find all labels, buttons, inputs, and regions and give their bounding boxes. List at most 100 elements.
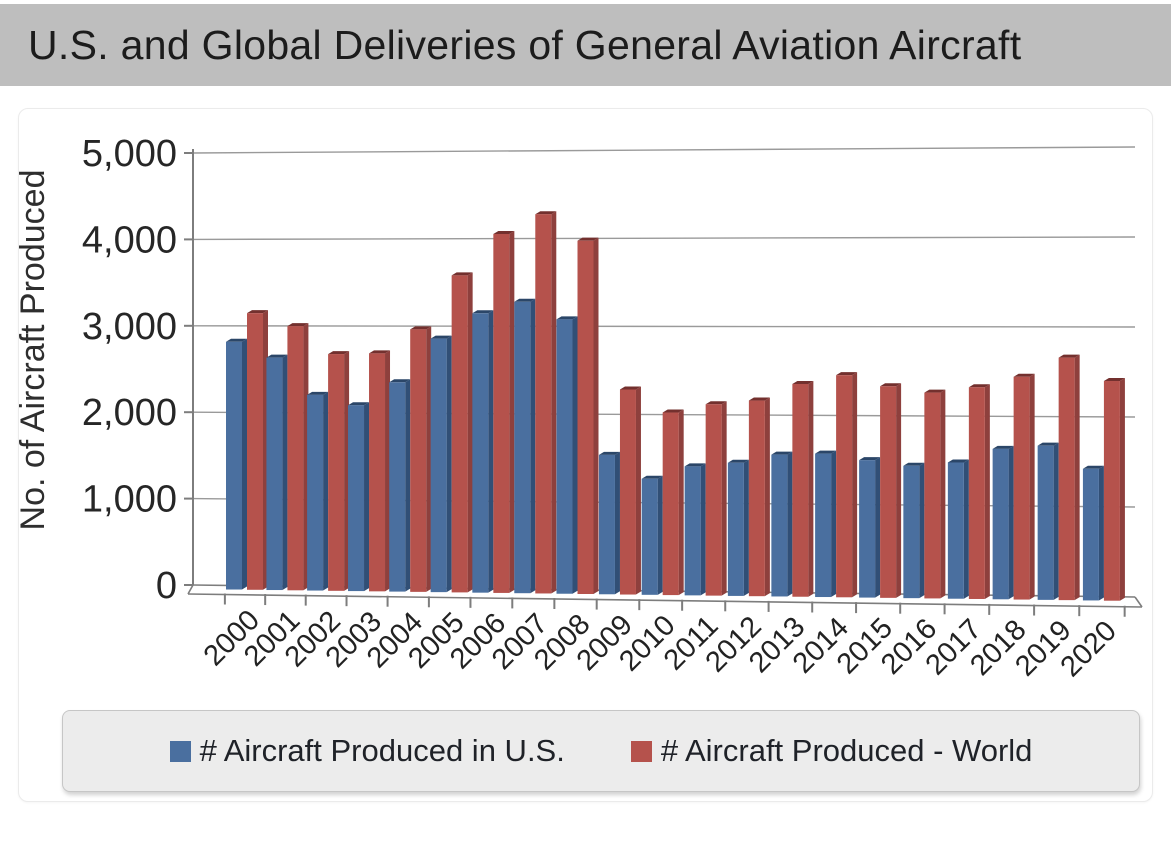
gridline (192, 146, 1136, 154)
bar-world-2013 (792, 383, 809, 597)
bar-world-2001 (287, 326, 304, 591)
bar-side-us-2008 (572, 316, 578, 594)
bar-world-2007 (535, 214, 552, 594)
bar-top-us-2011 (684, 463, 706, 467)
bar-side-us-2013 (787, 451, 793, 597)
gridline (192, 325, 1136, 328)
bar-top-us-2020 (1082, 465, 1104, 469)
bar-us-2007 (514, 301, 531, 594)
bar-top-us-2017 (947, 459, 969, 463)
bar-us-2013 (771, 454, 788, 597)
bar-world-2008 (577, 240, 594, 594)
bar-side-us-2000 (242, 338, 247, 590)
bar-us-2000 (226, 341, 242, 590)
page-title: U.S. and Global Deliveries of General Av… (28, 21, 1022, 68)
y-tick-label: 2,000 (82, 392, 177, 434)
bar-world-2009 (619, 389, 636, 595)
bar-us-2004 (389, 382, 406, 592)
floor-left-edge (187, 584, 194, 595)
bar-us-2002 (307, 394, 324, 591)
bar-side-world-2015 (896, 383, 902, 598)
bar-top-us-2019 (1037, 442, 1059, 446)
bar-top-world-2006 (493, 230, 515, 234)
bar-top-us-2013 (771, 451, 793, 455)
bar-side-us-2009 (614, 451, 620, 595)
bar-side-us-2006 (488, 310, 494, 593)
bar-side-world-2008 (593, 237, 599, 594)
bar-side-us-2012 (743, 459, 749, 596)
bar-top-us-2006 (472, 310, 494, 314)
bar-side-world-2016 (940, 389, 946, 599)
bar-top-us-2004 (389, 379, 411, 383)
bar-us-2016 (903, 465, 920, 599)
bar-us-2006 (472, 313, 489, 593)
legend-swatch-us (169, 740, 191, 762)
bar-side-world-2003 (385, 350, 391, 592)
bar-top-us-2000 (226, 338, 247, 342)
bar-world-2015 (880, 386, 897, 598)
bar-us-2017 (947, 462, 964, 599)
bar-us-2015 (859, 460, 876, 598)
bar-world-2002 (328, 354, 345, 591)
bar-top-us-2005 (430, 335, 452, 339)
bar-world-2011 (705, 404, 722, 596)
bar-top-us-2008 (556, 316, 578, 320)
bar-side-world-2014 (852, 372, 858, 598)
bar-side-us-2001 (282, 354, 288, 591)
y-axis-title: No. of Aircraft Produced (14, 170, 52, 531)
bar-world-2019 (1058, 357, 1075, 601)
bar-world-2012 (748, 400, 765, 597)
bar-us-2008 (556, 319, 573, 594)
bar-side-us-2007 (530, 298, 536, 594)
bar-top-world-2010 (662, 409, 684, 413)
legend-item-us: # Aircraft Produced in U.S. (169, 733, 565, 769)
bar-world-2017 (968, 387, 985, 599)
bar-top-world-2018 (1013, 373, 1035, 377)
bar-top-world-2009 (619, 386, 641, 390)
bar-top-world-2013 (792, 380, 814, 384)
bar-top-us-2015 (859, 457, 881, 461)
bar-side-world-2019 (1074, 354, 1080, 601)
bar-side-world-2007 (551, 211, 557, 594)
bar-us-2005 (430, 338, 447, 593)
bar-side-world-2017 (984, 384, 990, 599)
bar-world-2003 (369, 353, 386, 592)
gridline (192, 236, 1136, 241)
bar-side-world-2012 (764, 397, 770, 597)
bar-top-world-2016 (924, 389, 946, 393)
bar-top-world-2000 (247, 310, 268, 314)
bar-side-us-2004 (405, 379, 411, 592)
bar-side-world-2013 (808, 380, 814, 597)
floor-right-edge (1134, 596, 1143, 608)
bar-world-2018 (1013, 376, 1030, 600)
title-bar: U.S. and Global Deliveries of General Av… (0, 4, 1171, 86)
bar-world-2006 (493, 233, 510, 593)
bar-top-us-2018 (992, 445, 1014, 449)
bar-top-us-2012 (727, 459, 749, 463)
bar-top-us-2001 (266, 354, 288, 358)
bar-world-2005 (451, 275, 468, 593)
bar-side-us-2015 (875, 457, 881, 598)
bar-side-us-2010 (657, 475, 663, 595)
bar-us-2014 (815, 453, 832, 598)
bar-top-world-2004 (410, 326, 432, 330)
bar-world-2000 (247, 313, 263, 590)
y-tick-label: 3,000 (82, 306, 177, 348)
bar-top-us-2009 (598, 451, 620, 455)
bar-side-us-2016 (919, 462, 925, 599)
bar-top-world-2011 (705, 401, 727, 405)
bar-top-us-2014 (815, 450, 837, 454)
bar-side-us-2003 (364, 402, 370, 592)
bar-top-world-2002 (328, 351, 350, 355)
bar-top-world-2007 (535, 211, 557, 215)
bar-world-2016 (924, 392, 941, 599)
bar-top-world-2020 (1103, 378, 1125, 382)
bar-top-world-2017 (968, 384, 990, 388)
bar-side-us-2020 (1098, 465, 1104, 601)
bar-side-world-2009 (635, 386, 641, 595)
bar-side-world-2004 (426, 326, 432, 592)
bar-us-2010 (641, 478, 658, 595)
y-tick-label: 0 (156, 565, 177, 607)
bar-top-world-2005 (451, 272, 473, 276)
bar-us-2012 (727, 462, 744, 596)
